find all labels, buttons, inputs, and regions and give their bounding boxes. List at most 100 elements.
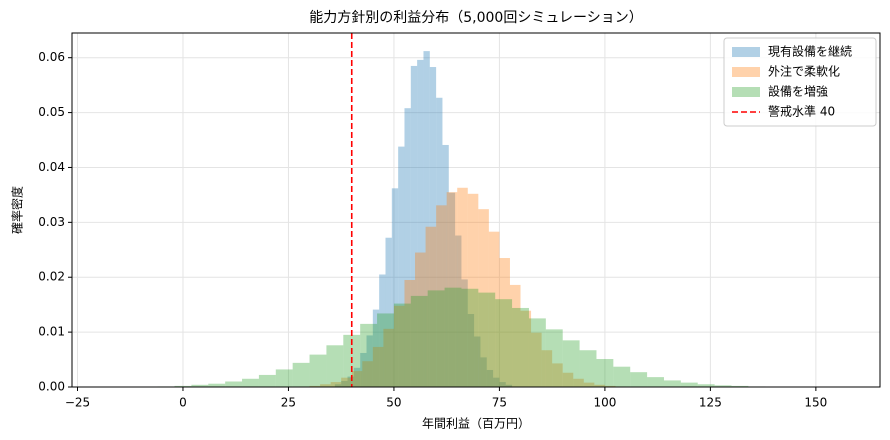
histogram-bar — [366, 335, 373, 387]
histogram-bar — [334, 384, 342, 387]
histogram-bar — [341, 380, 348, 387]
histogram-bar — [410, 65, 418, 387]
histogram-bar — [552, 363, 563, 387]
histogram-bar — [448, 192, 456, 387]
histogram-bar — [360, 352, 367, 387]
plot-frame — [71, 32, 881, 388]
histogram-bar — [531, 332, 542, 387]
x-tick-label: −25 — [65, 396, 90, 410]
legend-label: 現有設備を継続 — [768, 44, 852, 59]
histogram-bar — [391, 188, 399, 387]
histogram-bar — [372, 309, 380, 387]
histogram-bar — [545, 329, 563, 387]
histogram-bar — [398, 146, 405, 387]
histogram-bar — [486, 369, 494, 387]
histogram-bar — [457, 187, 468, 387]
x-tick-label: 75 — [492, 396, 507, 410]
legend-frame — [723, 37, 877, 127]
y-tick-label: 0.02 — [38, 270, 65, 284]
histogram-bar — [436, 205, 447, 387]
histogram-bar — [320, 384, 331, 387]
histogram-bar — [499, 258, 510, 387]
histogram-bar — [385, 237, 392, 387]
histogram-bar — [488, 231, 500, 387]
histogram-bar — [174, 385, 192, 387]
histogram-bar — [541, 350, 553, 387]
histogram-bar — [427, 290, 445, 387]
histogram-bar — [604, 385, 616, 387]
histogram-bar — [341, 377, 352, 387]
histogram-bar — [474, 336, 481, 387]
histogram-bar — [505, 384, 513, 387]
histogram-bar — [493, 377, 500, 387]
histogram-bar — [583, 382, 595, 387]
histogram-bar — [353, 367, 361, 387]
histogram-bar — [647, 377, 664, 387]
histogram-bar — [442, 144, 449, 387]
histogram-bar — [330, 382, 342, 387]
histogram-bar — [410, 295, 428, 387]
histogram-bar — [429, 67, 437, 388]
histogram-bar — [425, 226, 437, 387]
legend-label: 警戒水準 40 — [768, 104, 835, 119]
histogram-bar — [377, 313, 394, 387]
histogram-bar — [478, 209, 489, 387]
histogram-bar — [467, 314, 475, 387]
histogram-bar — [404, 108, 411, 387]
chart-title: 能力方針別の利益分布（5,000回シミュレーション） — [309, 10, 643, 26]
histogram-bar — [478, 292, 496, 387]
histogram-bar — [208, 383, 226, 387]
x-tick-label: 125 — [699, 396, 722, 410]
x-tick-label: 150 — [804, 396, 827, 410]
histogram-bar — [573, 378, 584, 387]
histogram-bar — [292, 362, 310, 387]
x-tick-label: 25 — [281, 396, 296, 410]
histogram-bar — [512, 307, 529, 387]
histogram-bar — [461, 279, 468, 387]
histogram-bar — [446, 192, 458, 387]
y-axis-label: 確率密度 — [10, 186, 25, 234]
y-tick-label: 0.06 — [38, 50, 65, 64]
y-tick-label: 0.01 — [38, 325, 65, 339]
histogram-bar — [579, 350, 597, 387]
legend-swatch — [732, 67, 760, 77]
y-tick-label: 0.03 — [38, 215, 65, 229]
histogram-bar — [613, 366, 631, 387]
histogram-bar — [444, 287, 462, 387]
histogram-bar — [423, 51, 430, 387]
histogram-bar — [275, 369, 293, 387]
histogram-bar — [417, 59, 424, 387]
x-axis-label: 年間利益（百万円） — [422, 417, 530, 431]
histogram-bar — [393, 303, 411, 387]
histogram-bar — [461, 288, 479, 387]
histogram-bar — [326, 345, 344, 387]
histogram-bar — [415, 252, 426, 387]
histogram-bar — [191, 384, 209, 387]
histogram-bar — [630, 372, 648, 387]
histogram-bar — [383, 328, 394, 387]
y-tick-label: 0.04 — [38, 160, 65, 174]
y-tick-label: 0.00 — [38, 380, 65, 394]
histogram-bar — [731, 385, 749, 387]
histogram-bar — [362, 361, 373, 387]
histogram-bar — [372, 346, 384, 387]
histogram-bar — [309, 354, 327, 387]
legend-swatch — [732, 47, 760, 57]
histogram-bar — [509, 284, 521, 387]
histogram-bar — [309, 385, 321, 387]
histogram-bar — [596, 359, 614, 387]
histogram-bar — [697, 384, 715, 387]
histogram-bar — [467, 193, 479, 387]
legend-label: 外注で柔軟化 — [768, 64, 840, 79]
histogram-bar — [379, 274, 386, 387]
histogram-bar — [495, 299, 513, 387]
histogram-bar — [360, 323, 378, 387]
histogram-bar — [528, 318, 546, 387]
histogram-bar — [242, 378, 259, 387]
histogram-bar — [562, 372, 574, 387]
histogram-bar — [499, 382, 506, 387]
y-tick-label: 0.05 — [38, 105, 65, 119]
